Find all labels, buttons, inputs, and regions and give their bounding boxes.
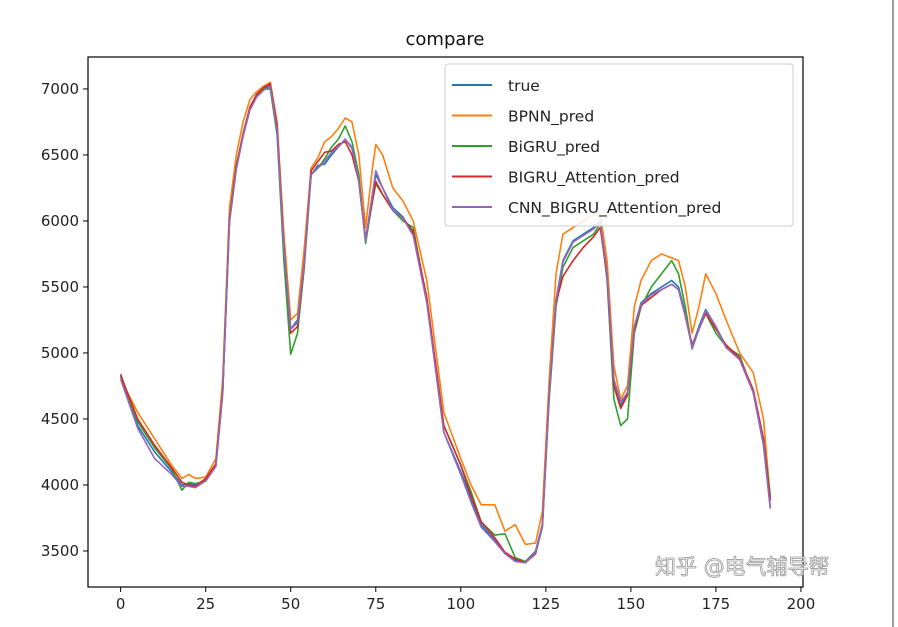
legend: true BPNN_pred BiGRU_pred BIGRU_Attention_p… bbox=[444, 63, 794, 227]
legend-label: true bbox=[508, 77, 540, 95]
chart-title: compare bbox=[406, 29, 485, 50]
y-tick-label: 4500 bbox=[41, 410, 79, 428]
y-tick-label: 6500 bbox=[41, 146, 79, 164]
x-tick-label: 100 bbox=[446, 595, 475, 613]
legend-label: BiGRU_pred bbox=[508, 138, 600, 157]
legend-label: BPNN_pred bbox=[508, 108, 594, 127]
page-edge-line bbox=[892, 0, 894, 627]
x-tick-label: 75 bbox=[366, 595, 385, 613]
x-tick-label: 150 bbox=[617, 595, 646, 613]
legend-label: BIGRU_Attention_pred bbox=[508, 169, 680, 188]
y-tick-label: 4000 bbox=[41, 476, 79, 494]
legend-box bbox=[444, 63, 794, 227]
x-tick-label: 25 bbox=[196, 595, 215, 613]
series-line-bpnn-pred bbox=[119, 81, 772, 546]
x-tick-label: 200 bbox=[787, 595, 816, 613]
y-tick-label: 3500 bbox=[41, 542, 79, 560]
x-tick-label: 0 bbox=[116, 595, 126, 613]
x-tick-label: 50 bbox=[281, 595, 300, 613]
x-tick-label: 125 bbox=[532, 595, 561, 613]
series-line-cnn-bigru-attention-pred bbox=[119, 85, 772, 564]
y-tick-label: 7000 bbox=[41, 80, 79, 98]
legend-label: CNN_BIGRU_Attention_pred bbox=[508, 199, 721, 218]
plot-frame bbox=[87, 56, 804, 588]
axis-ticks: 0 25 50 75 100 125 150 175 200 3500 4000 4500 5000 55… bbox=[41, 80, 815, 613]
series-lines bbox=[119, 81, 772, 564]
y-tick-label: 6000 bbox=[41, 212, 79, 230]
watermark: 知乎 @电气辅导帮 bbox=[655, 555, 830, 579]
y-tick-label: 5000 bbox=[41, 344, 79, 362]
x-tick-label: 175 bbox=[702, 595, 731, 613]
y-tick-label: 5500 bbox=[41, 278, 79, 296]
